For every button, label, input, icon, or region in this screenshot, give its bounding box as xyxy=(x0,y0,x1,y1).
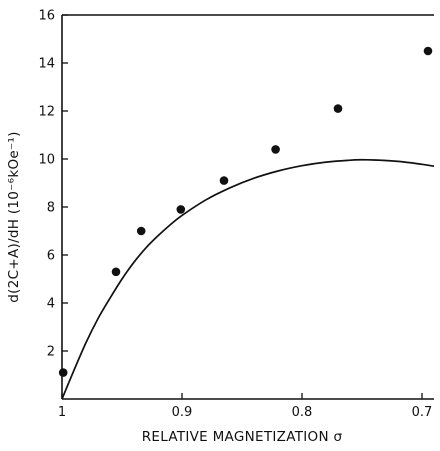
data-point xyxy=(271,145,280,154)
y-tick-label: 14 xyxy=(38,57,55,72)
data-point xyxy=(423,46,433,56)
data-point xyxy=(111,267,121,277)
data-point xyxy=(176,205,186,214)
y-tick-label: 4 xyxy=(47,297,55,312)
y-tick-label: 2 xyxy=(47,345,55,360)
y-tick-label: 6 xyxy=(47,249,55,264)
y-axis-title: d(2C+A)/dH (10⁻⁶kOe⁻¹) xyxy=(6,131,22,302)
data-point xyxy=(219,176,229,185)
x-tick-label: 0.7 xyxy=(412,405,433,420)
data-point xyxy=(58,368,68,377)
y-tick-label: 12 xyxy=(38,105,55,120)
y-tick-label: 16 xyxy=(38,9,55,24)
data-point xyxy=(333,104,343,113)
theory-curve xyxy=(61,158,435,400)
x-tick-label: 1 xyxy=(58,405,66,420)
x-tick-label: 0.9 xyxy=(172,405,193,420)
y-tick-label: 8 xyxy=(47,201,55,216)
y-axis-ticks: 2 4 6 8 10 12 14 16 xyxy=(38,9,68,360)
y-tick-label: 10 xyxy=(38,153,55,168)
plot-frame xyxy=(61,14,434,400)
points-layer xyxy=(58,46,433,377)
curve-layer xyxy=(61,158,435,400)
x-axis-ticks: 1 0.9 0.8 0.7 xyxy=(58,393,432,420)
x-tick-label: 0.8 xyxy=(292,405,313,420)
data-point xyxy=(136,226,146,236)
x-axis-title: RELATIVE MAGNETIZATION σ xyxy=(142,429,343,445)
